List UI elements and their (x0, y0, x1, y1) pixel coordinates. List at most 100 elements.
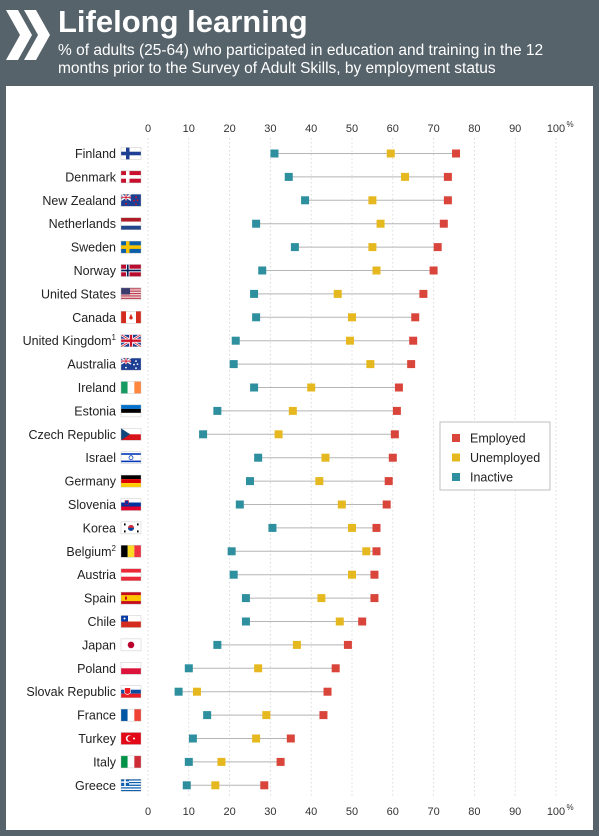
data-point-inactive (250, 289, 259, 298)
data-point-employed (384, 477, 393, 486)
chart-row: Chile (88, 615, 367, 629)
tick-label-top: 90 (509, 123, 521, 135)
country-flag-icon (120, 474, 142, 488)
data-point-employed (394, 383, 403, 392)
country-flag-icon (120, 357, 142, 371)
data-point-unemployed (262, 711, 271, 720)
chart-row: Poland (77, 662, 340, 676)
tick-label-top: 30 (264, 123, 276, 135)
category-label: Poland (77, 662, 116, 676)
tick-label-top: 40 (305, 123, 317, 135)
chart-row: Australia (67, 357, 416, 372)
data-point-inactive (301, 196, 310, 205)
data-point-employed (372, 523, 381, 532)
data-point-inactive (252, 219, 261, 228)
data-point-employed (439, 219, 448, 228)
category-label: Estonia (74, 404, 116, 418)
chart-row: Canada (72, 311, 420, 325)
data-point-unemployed (362, 547, 371, 556)
data-point-employed (343, 640, 352, 649)
data-point-unemployed (366, 360, 375, 369)
legend-label: Unemployed (470, 451, 540, 465)
tick-label-top: 100 (547, 123, 565, 135)
country-flag-icon (120, 545, 142, 558)
data-point-employed (358, 617, 367, 626)
data-point-employed (411, 313, 420, 322)
data-point-inactive (252, 313, 261, 322)
data-point-employed (319, 711, 328, 720)
country-flag-icon (120, 264, 142, 277)
category-label: Australia (67, 358, 116, 372)
data-point-inactive (174, 687, 183, 696)
country-flag-icon (120, 428, 142, 441)
data-point-unemployed (252, 734, 261, 743)
country-flag-icon (120, 708, 142, 722)
legend-item: Unemployed (452, 451, 540, 465)
data-point-inactive (254, 453, 263, 462)
data-point-inactive (184, 757, 193, 766)
data-point-employed (452, 149, 461, 158)
tick-label-top: 10 (183, 123, 195, 135)
data-point-employed (260, 781, 269, 790)
data-point-unemployed (372, 266, 381, 275)
chart-row: Norway (74, 264, 438, 278)
tick-label-top: 0 (145, 123, 151, 135)
tick-label-bottom: 90 (509, 806, 521, 818)
unit-label-top: % (566, 120, 573, 129)
data-point-unemployed (254, 664, 263, 673)
data-point-employed (429, 266, 438, 275)
tick-label-bottom: 80 (468, 806, 480, 818)
header: Lifelong learning % of adults (25-64) wh… (0, 0, 599, 86)
chart-row: New Zealand (42, 193, 452, 208)
category-label: Ireland (78, 381, 116, 395)
data-point-inactive (231, 336, 240, 345)
chart-panel: 0 10 20 30 40 50 60 70 80 90 100% 0 10 20 30 40 50 60 70 8… (6, 86, 593, 830)
country-flag-icon (120, 755, 142, 769)
chart-row: Germany (65, 475, 393, 489)
country-flag-icon (120, 311, 142, 324)
country-flag-icon (120, 521, 142, 535)
tick-label-top: 50 (346, 123, 358, 135)
chart-row: Japan (82, 638, 352, 652)
category-label: Japan (82, 638, 116, 652)
category-label: Austria (77, 568, 116, 582)
tick-label-bottom: 50 (346, 806, 358, 818)
data-point-employed (331, 664, 340, 673)
legend-item: Employed (452, 432, 526, 446)
chart-row: France (77, 708, 328, 723)
country-flag-icon (120, 662, 142, 675)
data-point-employed (409, 336, 418, 345)
chart-row: Turkey (78, 732, 295, 746)
data-point-unemployed (386, 149, 395, 158)
category-label: Slovenia (68, 498, 116, 512)
category-label: New Zealand (42, 194, 116, 208)
data-point-unemployed (333, 289, 342, 298)
data-point-employed (388, 453, 397, 462)
data-point-inactive (213, 406, 222, 415)
category-label: Sweden (71, 241, 116, 255)
data-point-unemployed (192, 687, 201, 696)
data-point-employed (382, 500, 391, 509)
data-point-inactive (213, 640, 222, 649)
dot-chart: 0 10 20 30 40 50 60 70 80 90 100% 0 10 20 30 40 50 60 70 8… (23, 120, 574, 818)
data-point-unemployed (211, 781, 220, 790)
country-flag-icon (120, 147, 142, 160)
chart-row: Czech Republic (28, 428, 399, 442)
category-label: Denmark (65, 170, 116, 184)
country-flag-icon (120, 638, 142, 652)
data-point-unemployed (292, 640, 301, 649)
page-title: Lifelong learning (58, 4, 308, 39)
chart-row: Austria (77, 568, 379, 582)
chart-row: Belgium2 (66, 544, 381, 559)
chart-row: Netherlands (49, 217, 448, 231)
chart-row: Spain (84, 592, 379, 606)
legend-swatch (452, 434, 460, 442)
data-point-employed (407, 360, 416, 369)
country-flag-icon (120, 333, 142, 348)
data-point-employed (372, 547, 381, 556)
data-point-employed (433, 243, 442, 252)
country-flag-icon (120, 381, 142, 394)
country-flag-icon (120, 217, 142, 230)
country-flag-icon (120, 568, 142, 581)
category-label: France (77, 709, 116, 723)
